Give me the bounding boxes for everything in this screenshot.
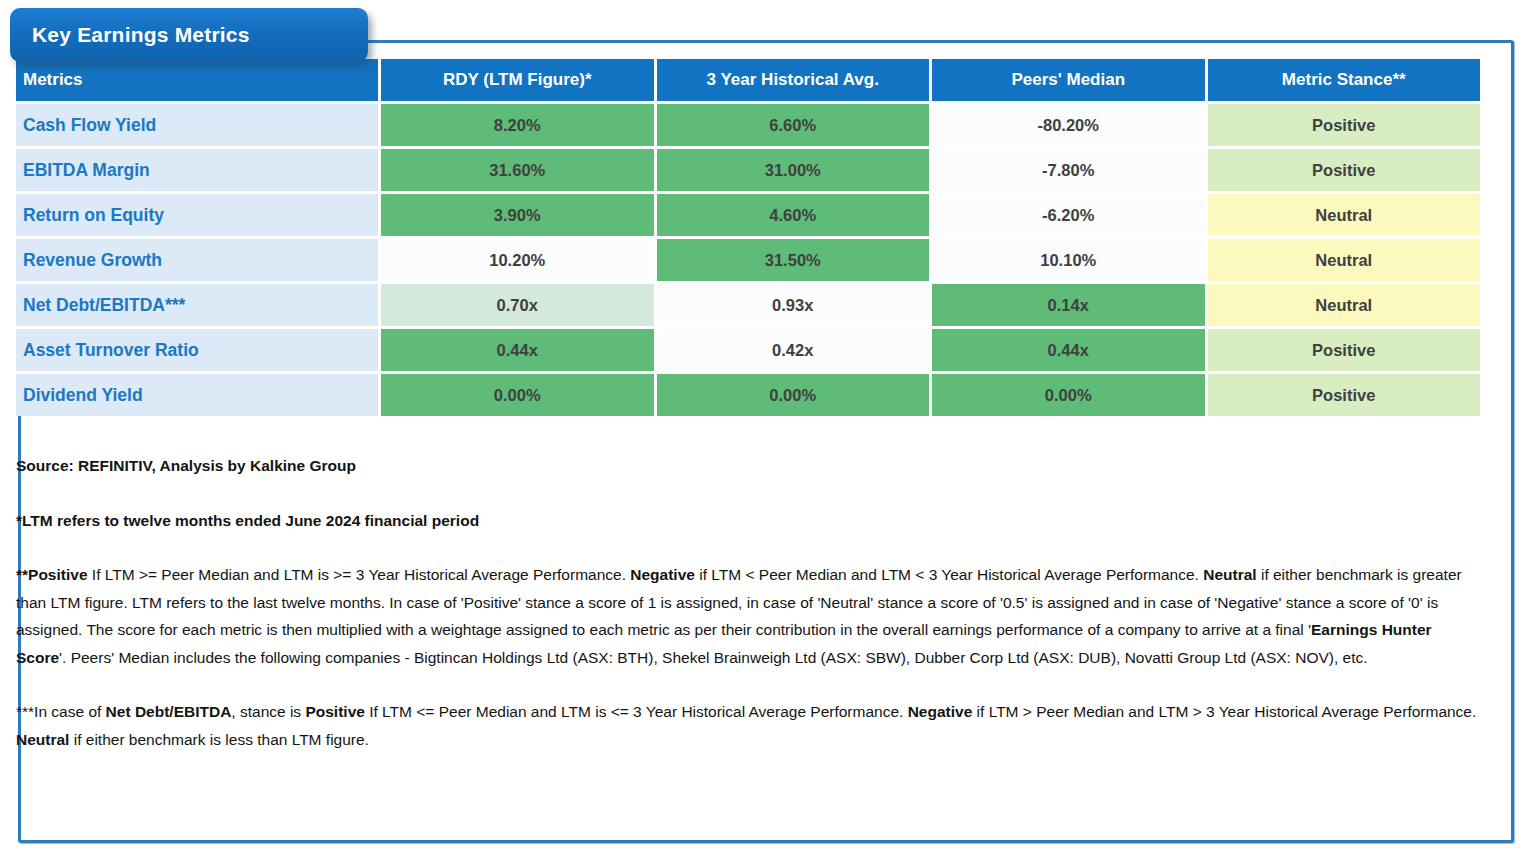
value-cell: 10.10% [932,239,1205,281]
value-cell: 0.42x [657,329,930,371]
value-cell: 0.14x [932,284,1205,326]
stance-cell: Positive [1208,329,1481,371]
stance-cell: Positive [1208,149,1481,191]
value-cell: 6.60% [657,104,930,146]
value-cell: 0.44x [381,329,654,371]
value-cell: 3.90% [381,194,654,236]
metric-label: Return on Equity [16,194,378,236]
value-cell: 31.00% [657,149,930,191]
page-title: Key Earnings Metrics [10,23,250,47]
stance-cell: Positive [1208,374,1481,416]
metric-label: Dividend Yield [16,374,378,416]
footnote-netdebt-note: ***In case of Net Debt/EBITDA, stance is… [16,698,1484,753]
value-cell: -6.20% [932,194,1205,236]
value-cell: 0.44x [932,329,1205,371]
value-cell: 31.60% [381,149,654,191]
value-cell: 4.60% [657,194,930,236]
value-cell: 0.00% [381,374,654,416]
value-cell: 0.00% [657,374,930,416]
value-cell: 31.50% [657,239,930,281]
header-cell-metric-stance: Metric Stance** [1208,59,1481,101]
value-cell: 10.20% [381,239,654,281]
stance-cell: Neutral [1208,194,1481,236]
header-cell-3yr-hist-avg: 3 Year Historical Avg. [657,59,930,101]
title-tab: Key Earnings Metrics [10,8,368,62]
footnote-ltm: *LTM refers to twelve months ended June … [16,507,1484,535]
value-cell: 8.20% [381,104,654,146]
metric-label: Revenue Growth [16,239,378,281]
value-cell: 0.93x [657,284,930,326]
stance-cell: Neutral [1208,239,1481,281]
metric-label: Cash Flow Yield [16,104,378,146]
header-cell-rdy-ltm: RDY (LTM Figure)* [381,59,654,101]
metric-label: Net Debt/EBITDA*** [16,284,378,326]
value-cell: -80.20% [932,104,1205,146]
header-cell-metrics: Metrics [16,59,378,101]
stance-cell: Neutral [1208,284,1481,326]
metric-label: EBITDA Margin [16,149,378,191]
metrics-table: Metrics RDY (LTM Figure)* 3 Year Histori… [16,59,1480,416]
stance-cell: Positive [1208,104,1481,146]
value-cell: 0.70x [381,284,654,326]
value-cell: 0.00% [932,374,1205,416]
metric-label: Asset Turnover Ratio [16,329,378,371]
header-cell-peers-median: Peers' Median [932,59,1205,101]
footnote-source: Source: REFINITIV, Analysis by Kalkine G… [16,452,1484,480]
value-cell: -7.80% [932,149,1205,191]
footnote-stance-note: **Positive If LTM >= Peer Median and LTM… [16,561,1484,671]
panel-content: Metrics RDY (LTM Figure)* 3 Year Histori… [16,59,1480,753]
